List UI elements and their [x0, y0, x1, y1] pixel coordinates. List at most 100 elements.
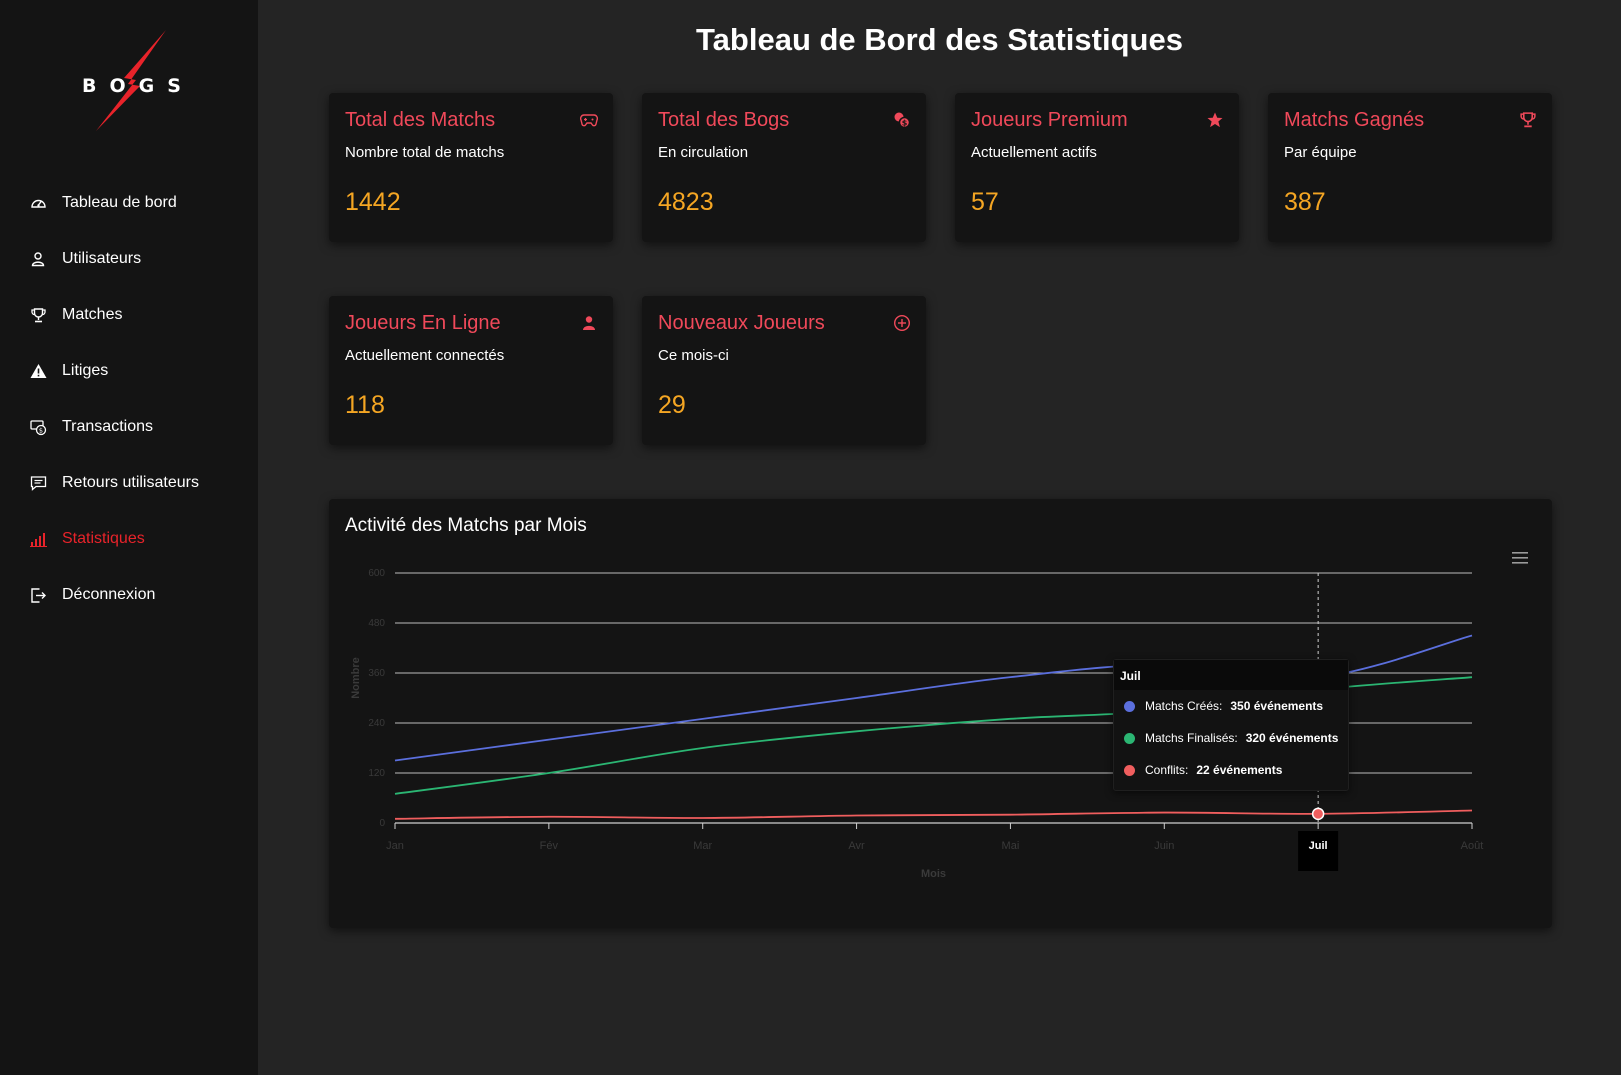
series-marker-icon [1124, 732, 1135, 744]
tooltip-label: Matchs Finalisés: [1145, 731, 1238, 745]
sidebar-item-label: Retours utilisateurs [62, 474, 199, 491]
x-axis-label: Mois [921, 868, 946, 880]
tooltip-title: Juil [1114, 660, 1348, 690]
lightning-bolt-icon [96, 30, 166, 131]
card-value: 4823 [658, 188, 714, 216]
line-chart[interactable]: 0 120 240 360 480 600 Jan Fév Mar Avr Mai Juin Juil A… [329, 499, 1552, 928]
bar-chart-icon [28, 529, 48, 549]
stat-card-total-matchs: Total des Matchs Nombre total de matchs … [329, 93, 613, 242]
chart-tooltip: Juil Matchs Créés: 350 événements Matchs… [1113, 659, 1349, 791]
series-marker-icon [1124, 764, 1135, 776]
star-icon [1205, 110, 1225, 130]
card-title: Nouveaux Joueurs [658, 312, 825, 334]
sidebar-item-label: Transactions [62, 418, 153, 435]
logo-letters: B O G S [82, 75, 182, 97]
card-subtitle: Ce mois-ci [658, 347, 729, 364]
sidebar-item-label: Déconnexion [62, 586, 156, 603]
x-tick-label: Août [1461, 840, 1484, 852]
card-subtitle: Actuellement actifs [971, 144, 1097, 161]
tooltip-value: 22 événements [1196, 763, 1283, 777]
sidebar-item-retours-utilisateurs[interactable]: Retours utilisateurs [0, 455, 258, 511]
stat-card-nouveaux-joueurs: Nouveaux Joueurs Ce mois-ci 29 [642, 296, 926, 445]
sidebar-item-label: Tableau de bord [62, 194, 177, 211]
series-line [394, 809, 1473, 820]
data-point-marker [1311, 807, 1325, 821]
tooltip-value: 320 événements [1245, 731, 1339, 745]
logo-letter: B [82, 75, 98, 97]
sidebar-item-utilisateurs[interactable]: Utilisateurs [0, 231, 258, 287]
main-content: Tableau de Bord des Statistiques Total d… [258, 0, 1621, 1075]
logo-letter: S [167, 75, 182, 97]
stat-card-joueurs-premium: Joueurs Premium Actuellement actifs 57 [955, 93, 1239, 242]
page-title: Tableau de Bord des Statistiques [696, 22, 1183, 57]
sidebar-item-tableau-de-bord[interactable]: Tableau de bord [0, 175, 258, 231]
card-value: 387 [1284, 188, 1326, 216]
y-tick-label: 240 [368, 718, 385, 729]
y-tick-label: 120 [368, 768, 385, 779]
y-tick-label: 480 [368, 618, 385, 629]
x-tick-highlight [1298, 831, 1339, 871]
card-subtitle: Actuellement connectés [345, 347, 505, 364]
tooltip-label: Matchs Créés: [1145, 699, 1223, 713]
x-tick-label: Fév [540, 840, 559, 852]
series-marker-icon [1124, 700, 1135, 712]
money-icon: $ [28, 417, 48, 437]
y-tick-label: 360 [368, 668, 385, 679]
stat-card-joueurs-en-ligne: Joueurs En Ligne Actuellement connectés … [329, 296, 613, 445]
card-title: Matchs Gagnés [1284, 109, 1425, 131]
y-tick-label: 0 [379, 818, 385, 829]
sidebar-item-statistiques[interactable]: Statistiques [0, 511, 258, 567]
plus-circle-icon [892, 313, 912, 333]
sidebar-item-label: Statistiques [62, 530, 145, 547]
tooltip-row: Matchs Créés: 350 événements [1114, 690, 1348, 722]
card-value: 1442 [345, 188, 401, 216]
card-subtitle: Par équipe [1284, 144, 1357, 161]
logout-icon [28, 585, 48, 605]
warning-icon [28, 361, 48, 381]
x-tick-label: Juil [1309, 840, 1328, 852]
user-icon [579, 313, 599, 333]
user-icon [28, 249, 48, 269]
logo-letter: G [138, 75, 156, 97]
card-title: Total des Bogs [658, 109, 790, 131]
dashboard-gauge-icon [28, 193, 48, 213]
sidebar: B O G S Tableau de bord Utilisateurs [0, 0, 258, 1075]
x-tick-label: Mar [693, 840, 712, 852]
tooltip-row: Matchs Finalisés: 320 événements [1114, 722, 1348, 754]
gamepad-icon [579, 110, 599, 130]
tooltip-value: 350 événements [1230, 699, 1324, 713]
sidebar-item-deconnexion[interactable]: Déconnexion [0, 567, 258, 623]
x-tick-label: Mai [1002, 840, 1020, 852]
tooltip-label: Conflits: [1145, 763, 1189, 777]
stat-card-matchs-gagnes: Matchs Gagnés Par équipe 387 [1268, 93, 1552, 242]
sidebar-item-litiges[interactable]: Litiges [0, 343, 258, 399]
sidebar-item-label: Litiges [62, 362, 109, 379]
card-value: 29 [658, 391, 686, 419]
y-axis-label: Nombre [350, 657, 362, 699]
chart-title: Activité des Matchs par Mois [345, 515, 587, 536]
card-title: Joueurs Premium [971, 109, 1128, 131]
card-subtitle: En circulation [658, 144, 749, 161]
card-title: Total des Matchs [345, 109, 496, 131]
coins-icon: $ [892, 110, 912, 130]
sidebar-item-label: Matches [62, 306, 123, 323]
x-tick-label: Avr [848, 840, 865, 852]
comment-icon [28, 473, 48, 493]
svg-text:$: $ [902, 119, 908, 128]
sidebar-item-label: Utilisateurs [62, 250, 142, 267]
y-tick-label: 600 [368, 568, 385, 579]
bogs-logo[interactable]: B O G S [70, 28, 190, 133]
tooltip-row: Conflits: 22 événements [1114, 754, 1348, 786]
sidebar-nav: Tableau de bord Utilisateurs Matches Lit… [0, 175, 258, 623]
x-tick-label: Juin [1154, 840, 1174, 852]
sidebar-item-matches[interactable]: Matches [0, 287, 258, 343]
chart-menu-icon[interactable] [1512, 551, 1528, 565]
trophy-icon [1518, 110, 1538, 130]
card-value: 118 [345, 391, 385, 419]
x-tick-label: Jan [386, 840, 404, 852]
logo-letter: O [109, 75, 127, 97]
chart-card: Activité des Matchs par Mois 0 120 240 360 4… [329, 499, 1552, 928]
card-value: 57 [971, 188, 999, 216]
sidebar-item-transactions[interactable]: $ Transactions [0, 399, 258, 455]
svg-text:$: $ [38, 426, 42, 434]
